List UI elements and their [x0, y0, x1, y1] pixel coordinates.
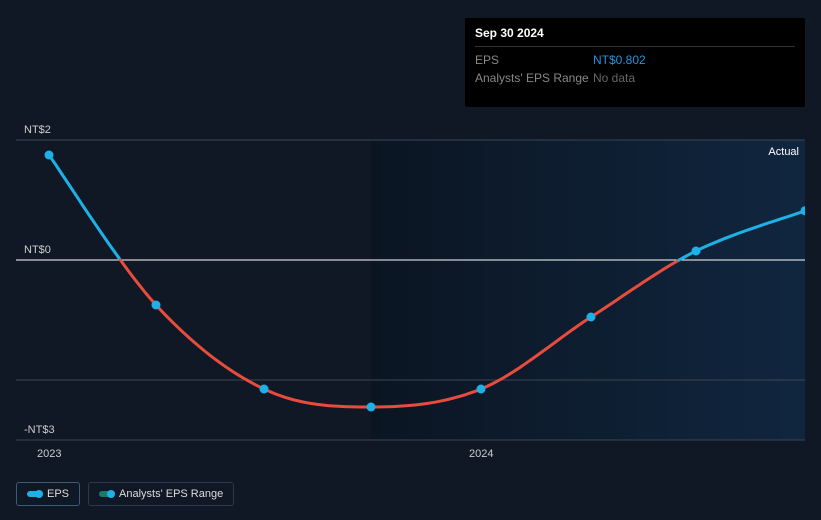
x-axis-label: 2023	[37, 448, 61, 460]
legend-item-eps[interactable]: EPS	[16, 482, 80, 506]
y-axis-label: NT$0	[24, 244, 51, 256]
legend-label: EPS	[47, 488, 69, 500]
tooltip-date: Sep 30 2024	[475, 26, 795, 47]
legend-swatch-icon	[27, 491, 41, 497]
x-axis-label: 2024	[469, 448, 493, 460]
tooltip-row-value: No data	[593, 71, 635, 85]
legend-swatch-icon	[99, 491, 113, 497]
actual-label: Actual	[768, 146, 799, 158]
tooltip-row: Analysts' EPS RangeNo data	[475, 69, 795, 87]
chart-legend: EPS Analysts' EPS Range	[16, 482, 234, 506]
tooltip-row-label: EPS	[475, 53, 593, 67]
tooltip-row-value: NT$0.802	[593, 53, 646, 67]
y-axis-label: NT$2	[24, 124, 51, 136]
legend-label: Analysts' EPS Range	[119, 488, 223, 500]
tooltip-row: EPSNT$0.802	[475, 51, 795, 69]
y-axis-label: -NT$3	[24, 424, 55, 436]
chart-tooltip: Sep 30 2024 EPSNT$0.802Analysts' EPS Ran…	[465, 18, 805, 107]
tooltip-row-label: Analysts' EPS Range	[475, 71, 593, 85]
eps-chart: NT$2NT$0-NT$320232024Actual	[16, 120, 805, 440]
legend-item-analysts-range[interactable]: Analysts' EPS Range	[88, 482, 234, 506]
